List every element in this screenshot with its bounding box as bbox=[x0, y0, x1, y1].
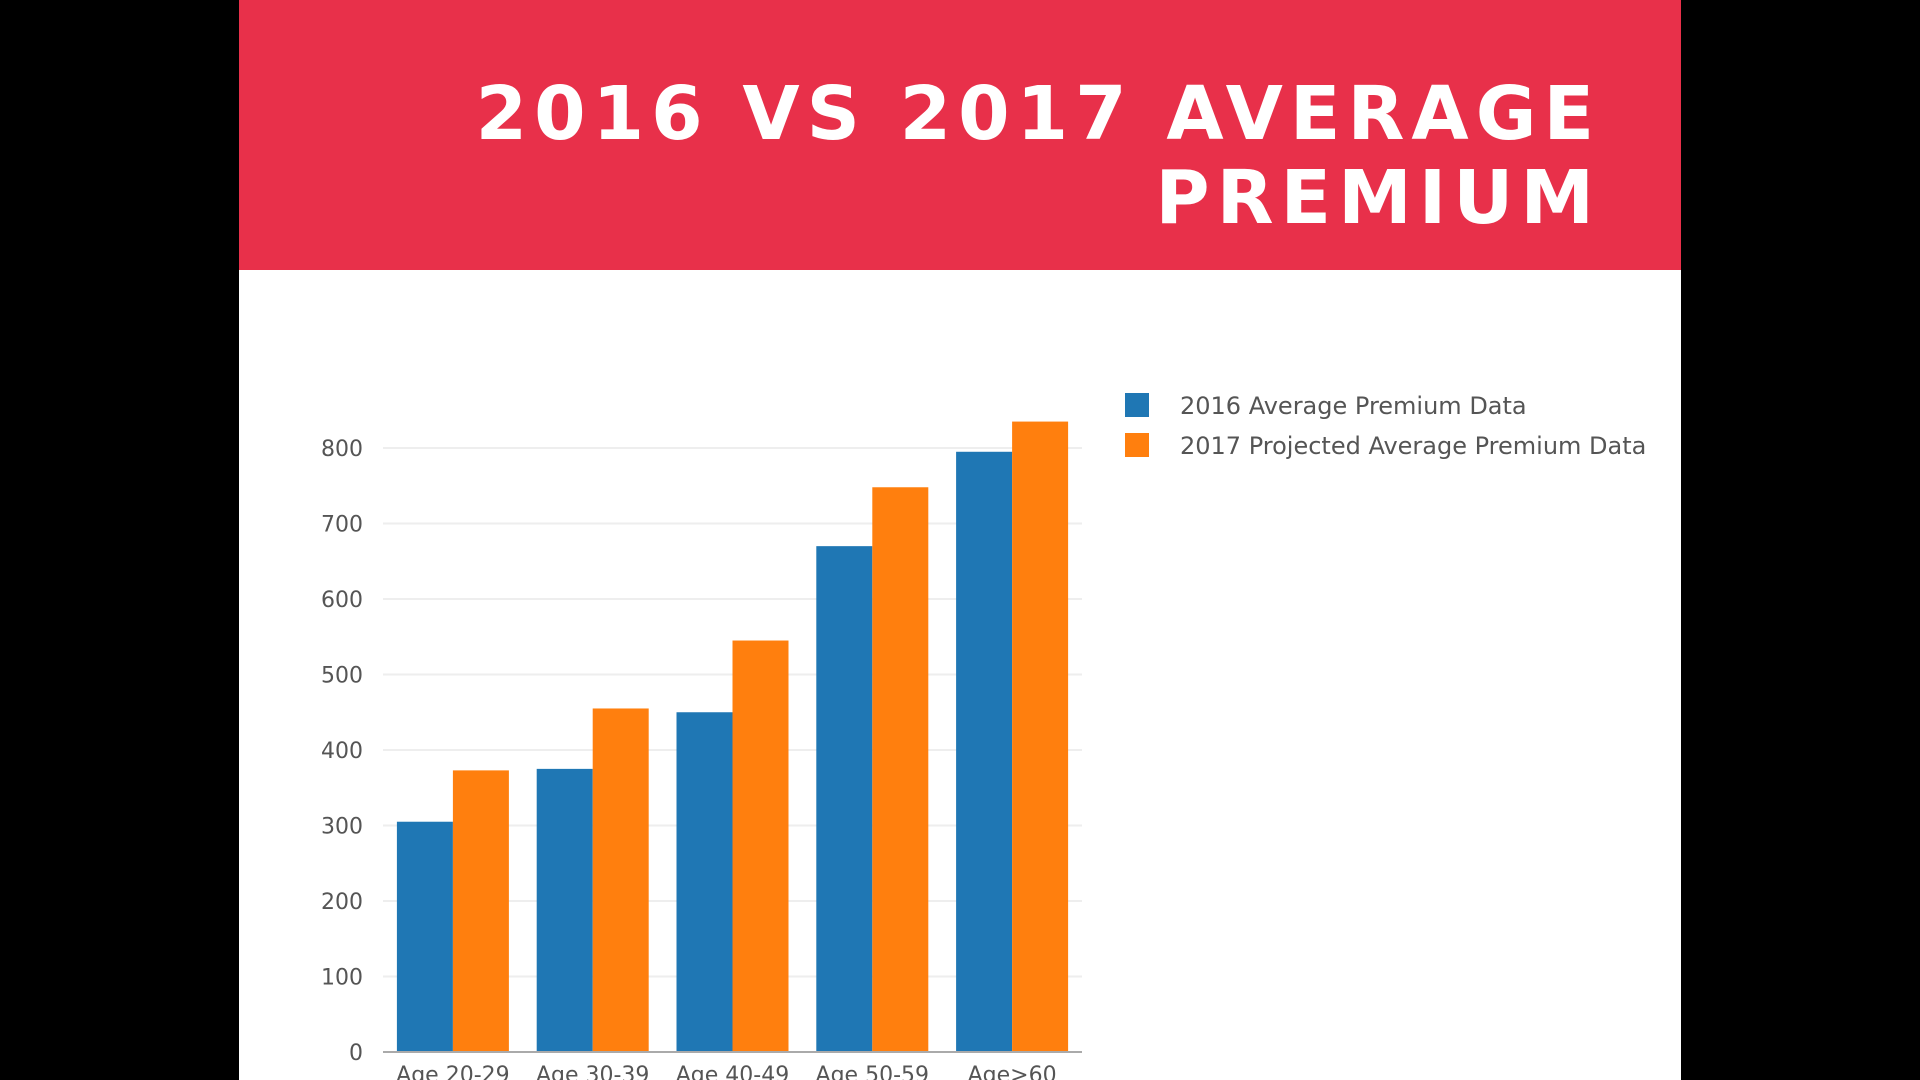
y-tick-label: 800 bbox=[321, 437, 363, 462]
bar-2017-3 bbox=[872, 487, 929, 1052]
x-tick-label: Age 50-59 bbox=[816, 1063, 929, 1080]
bar-chart: 0 100 200 300 400 500 600 700 800 Age 20-29 Age 30… bbox=[321, 392, 1646, 1080]
bar-2016-1 bbox=[536, 768, 593, 1052]
y-tick-label: 200 bbox=[321, 890, 363, 915]
bar-2016-4 bbox=[956, 451, 1013, 1052]
bars bbox=[396, 421, 1069, 1052]
y-tick-label: 400 bbox=[321, 739, 363, 764]
axes: 0 100 200 300 400 500 600 700 800 Age 20-29 Age 30… bbox=[321, 437, 1082, 1080]
x-tick-label: Age 20-29 bbox=[396, 1063, 509, 1080]
x-tick-label: Age>60 bbox=[968, 1063, 1057, 1080]
bar-2016-3 bbox=[816, 546, 873, 1052]
bar-2016-2 bbox=[676, 712, 733, 1052]
bar-2017-1 bbox=[592, 708, 649, 1052]
bar-2017-2 bbox=[732, 640, 789, 1052]
title-banner: 2016 VS 2017 AVERAGE PREMIUM bbox=[239, 0, 1681, 270]
y-tick-label: 700 bbox=[321, 513, 363, 538]
y-tick-label: 500 bbox=[321, 664, 363, 689]
legend-label: 2017 Projected Average Premium Data bbox=[1180, 432, 1646, 460]
legend: 2016 Average Premium Data 2017 Projected … bbox=[1125, 392, 1646, 460]
x-tick-label: Age 40-49 bbox=[676, 1063, 789, 1080]
x-tick-label: Age 30-39 bbox=[536, 1063, 649, 1080]
legend-label: 2016 Average Premium Data bbox=[1180, 392, 1527, 420]
slide: 2016 VS 2017 AVERAGE PREMIUM 0 100 200 300 4… bbox=[239, 0, 1681, 1080]
chart-title: 2016 VS 2017 AVERAGE PREMIUM bbox=[475, 71, 1601, 241]
y-tick-label: 300 bbox=[321, 815, 363, 840]
y-tick-label: 600 bbox=[321, 588, 363, 613]
bar-2017-0 bbox=[452, 770, 509, 1052]
legend-swatch bbox=[1125, 393, 1149, 417]
y-tick-label: 0 bbox=[349, 1041, 363, 1066]
y-tick-label: 100 bbox=[321, 966, 363, 991]
legend-swatch bbox=[1125, 433, 1149, 457]
bar-2017-4 bbox=[1012, 421, 1069, 1052]
bar-2016-0 bbox=[396, 821, 453, 1052]
